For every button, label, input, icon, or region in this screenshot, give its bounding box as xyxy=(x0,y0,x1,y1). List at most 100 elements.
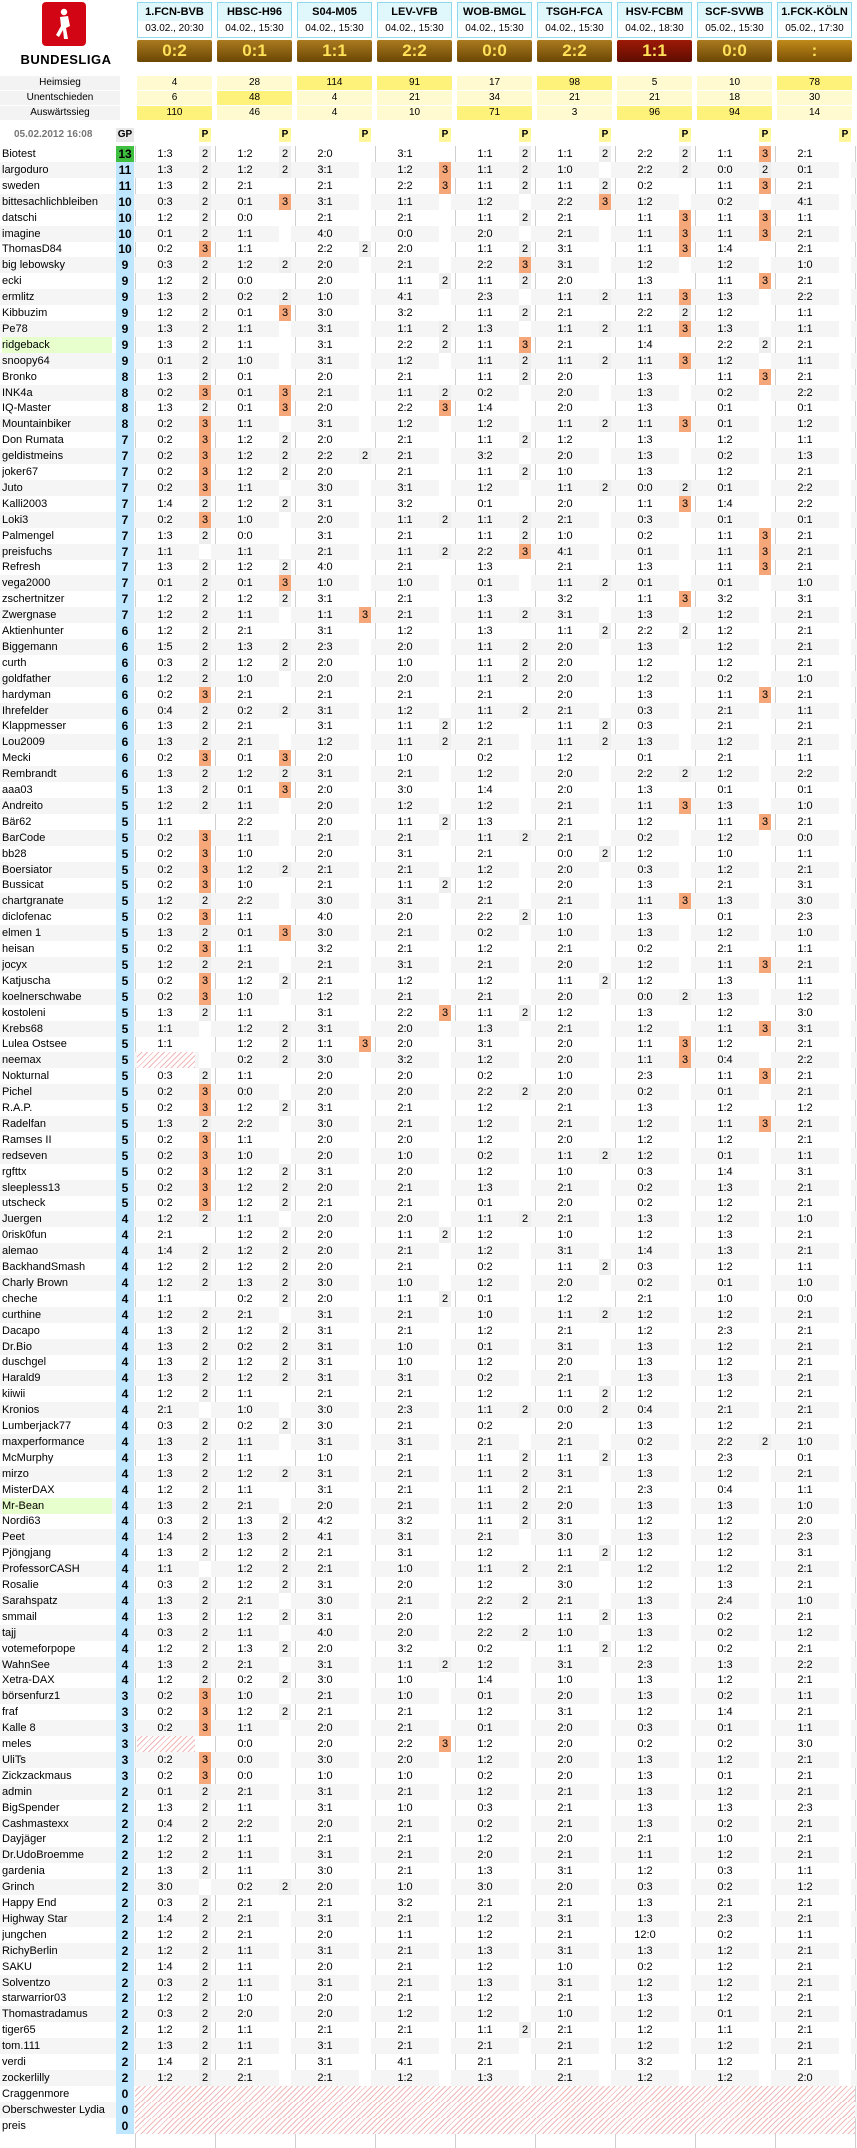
player-name[interactable]: maxperformance xyxy=(2,1435,85,1448)
player-name[interactable]: Kalle 8 xyxy=(2,1722,36,1735)
match-name[interactable]: TSGH-FCA xyxy=(537,2,612,21)
match-name[interactable]: 1.FCK-KÖLN xyxy=(777,2,852,21)
player-name[interactable]: zschertnitzer xyxy=(2,593,65,606)
match-column[interactable]: WOB-BMGL 04.02., 15:30 0:0 xyxy=(457,2,532,62)
player-name[interactable]: Juergen xyxy=(2,1213,42,1226)
player-name[interactable]: Dacapo xyxy=(2,1324,40,1337)
player-name[interactable]: smmail xyxy=(2,1610,37,1623)
player-name[interactable]: Dr.UdoBroemme xyxy=(2,1849,84,1862)
player-name[interactable]: Happy End xyxy=(2,1897,57,1909)
player-name[interactable]: McMurphy xyxy=(2,1451,54,1464)
player-name[interactable]: ThomasD84 xyxy=(2,243,62,256)
player-name[interactable]: Kibbuzim xyxy=(2,307,48,319)
player-name[interactable]: Bär62 xyxy=(2,815,32,828)
player-name[interactable]: Ramses II xyxy=(2,1133,52,1146)
player-name[interactable]: Charly Brown xyxy=(2,1276,69,1289)
player-name[interactable]: admin xyxy=(2,1785,32,1798)
player-name[interactable]: redseven xyxy=(2,1149,48,1162)
player-name[interactable]: neemax xyxy=(2,1054,42,1067)
player-name[interactable]: MisterDAX xyxy=(2,1483,55,1496)
player-name[interactable]: joker67 xyxy=(2,466,39,478)
player-name[interactable]: zockerlilly xyxy=(2,2071,50,2084)
player-name[interactable]: jocyx xyxy=(2,958,28,971)
player-name[interactable]: Katjuscha xyxy=(2,974,51,987)
player-name[interactable]: gardenia xyxy=(2,1865,45,1878)
player-name[interactable]: Mountainbiker xyxy=(2,418,72,431)
player-name[interactable]: alemao xyxy=(2,1245,39,1258)
player-name[interactable]: Solventzo xyxy=(2,1976,51,1989)
player-name[interactable]: kiiwii xyxy=(2,1388,26,1401)
player-name[interactable]: R.A.P. xyxy=(2,1102,33,1114)
player-name[interactable]: Andreito xyxy=(2,799,43,812)
player-name[interactable]: Biggemann xyxy=(2,640,58,653)
player-name[interactable]: Grinch xyxy=(2,1881,35,1894)
player-name[interactable]: Pe78 xyxy=(2,322,28,335)
player-name[interactable]: Bussicat xyxy=(2,879,44,892)
player-name[interactable]: Juto xyxy=(2,481,23,494)
player-name[interactable]: snoopy64 xyxy=(2,354,50,367)
match-name[interactable]: LEV-VFB xyxy=(377,2,452,21)
player-name[interactable]: Krebs68 xyxy=(2,1022,43,1035)
player-name[interactable]: hardyman xyxy=(2,688,51,701)
player-name[interactable]: Mr-Bean xyxy=(2,1497,112,1514)
match-column[interactable]: TSGH-FCA 04.02., 15:30 2:2 xyxy=(537,2,612,62)
player-name[interactable]: big lebowsky xyxy=(2,259,65,272)
player-name[interactable]: IQ-Master xyxy=(2,402,51,415)
player-name[interactable]: utscheck xyxy=(2,1197,46,1210)
player-name[interactable]: Peet xyxy=(2,1531,25,1544)
player-name[interactable]: datschi xyxy=(2,211,37,224)
match-column[interactable]: S04-M05 04.02., 15:30 1:1 xyxy=(297,2,372,62)
player-name[interactable]: duschgel xyxy=(2,1356,47,1369)
player-name[interactable]: mirzo xyxy=(2,1467,29,1480)
player-name[interactable]: heisan xyxy=(2,943,35,955)
player-name[interactable]: Dayjäger xyxy=(2,1833,47,1846)
match-name[interactable]: 1.FCN-BVB xyxy=(137,2,212,21)
player-name[interactable]: Klappmesser xyxy=(2,720,67,733)
player-name[interactable]: koelnerschwabe xyxy=(2,990,82,1003)
player-name[interactable]: Refresh xyxy=(2,561,41,574)
player-name[interactable]: aaa03 xyxy=(2,784,33,796)
player-name[interactable]: Harald9 xyxy=(2,1372,41,1385)
match-name[interactable]: WOB-BMGL xyxy=(457,2,532,21)
player-name[interactable]: Aktienhunter xyxy=(2,625,64,637)
player-name[interactable]: SAKU xyxy=(2,1960,32,1973)
player-name[interactable]: Kronios xyxy=(2,1404,40,1417)
player-name[interactable]: WahnSee xyxy=(2,1658,50,1671)
player-name[interactable]: BigSpender xyxy=(2,1801,60,1814)
player-name[interactable]: Biotest xyxy=(2,148,36,160)
player-name[interactable]: ridgeback xyxy=(2,336,112,353)
player-name[interactable]: elmen 1 xyxy=(2,927,42,940)
player-name[interactable]: UliTs xyxy=(2,1753,26,1766)
player-name[interactable]: INK4a xyxy=(2,386,33,399)
player-name[interactable]: preis xyxy=(2,2119,26,2132)
match-column[interactable]: HSV-FCBM 04.02., 18:30 1:1 xyxy=(617,2,692,62)
player-name[interactable]: starwarrior03 xyxy=(2,1992,67,2005)
player-name[interactable]: bittesachlichbleiben xyxy=(2,195,99,208)
match-name[interactable]: SCF-SVWB xyxy=(697,2,772,21)
player-name[interactable]: Rembrandt xyxy=(2,768,57,781)
player-name[interactable]: Thomastradamus xyxy=(2,2008,88,2021)
player-name[interactable]: BackhandSmash xyxy=(2,1261,86,1273)
player-name[interactable]: Zwergnase xyxy=(2,609,57,622)
player-name[interactable]: sweden xyxy=(2,179,40,192)
player-name[interactable]: Lulea Ostsee xyxy=(2,1038,67,1051)
player-name[interactable]: Rosalie xyxy=(2,1579,39,1591)
player-name[interactable]: Sarahspatz xyxy=(2,1594,58,1607)
match-name[interactable]: HBSC-H96 xyxy=(217,2,292,21)
player-name[interactable]: cheche xyxy=(2,1292,38,1305)
player-name[interactable]: Boersiator xyxy=(2,863,53,876)
player-name[interactable]: Lou2009 xyxy=(2,736,45,749)
player-name[interactable]: tiger65 xyxy=(2,2024,36,2037)
match-name[interactable]: S04-M05 xyxy=(297,2,372,21)
match-column[interactable]: 1.FCN-BVB 03.02., 20:30 0:2 xyxy=(137,2,212,62)
player-name[interactable]: Cashmastexx xyxy=(2,1817,69,1830)
player-name[interactable]: preisfuchs xyxy=(2,545,53,558)
player-name[interactable]: Radelfan xyxy=(2,1117,47,1130)
player-name[interactable]: Pichel xyxy=(2,1086,32,1099)
player-name[interactable]: 0risk0fun xyxy=(2,1229,47,1242)
player-name[interactable]: Craggenmore xyxy=(2,2087,70,2100)
player-name[interactable]: Pjöngjang xyxy=(2,1547,51,1560)
player-name[interactable]: Dr.Bio xyxy=(2,1340,32,1353)
player-name[interactable]: Nokturnal xyxy=(2,1070,50,1083)
player-name[interactable]: Bronko xyxy=(2,370,37,383)
